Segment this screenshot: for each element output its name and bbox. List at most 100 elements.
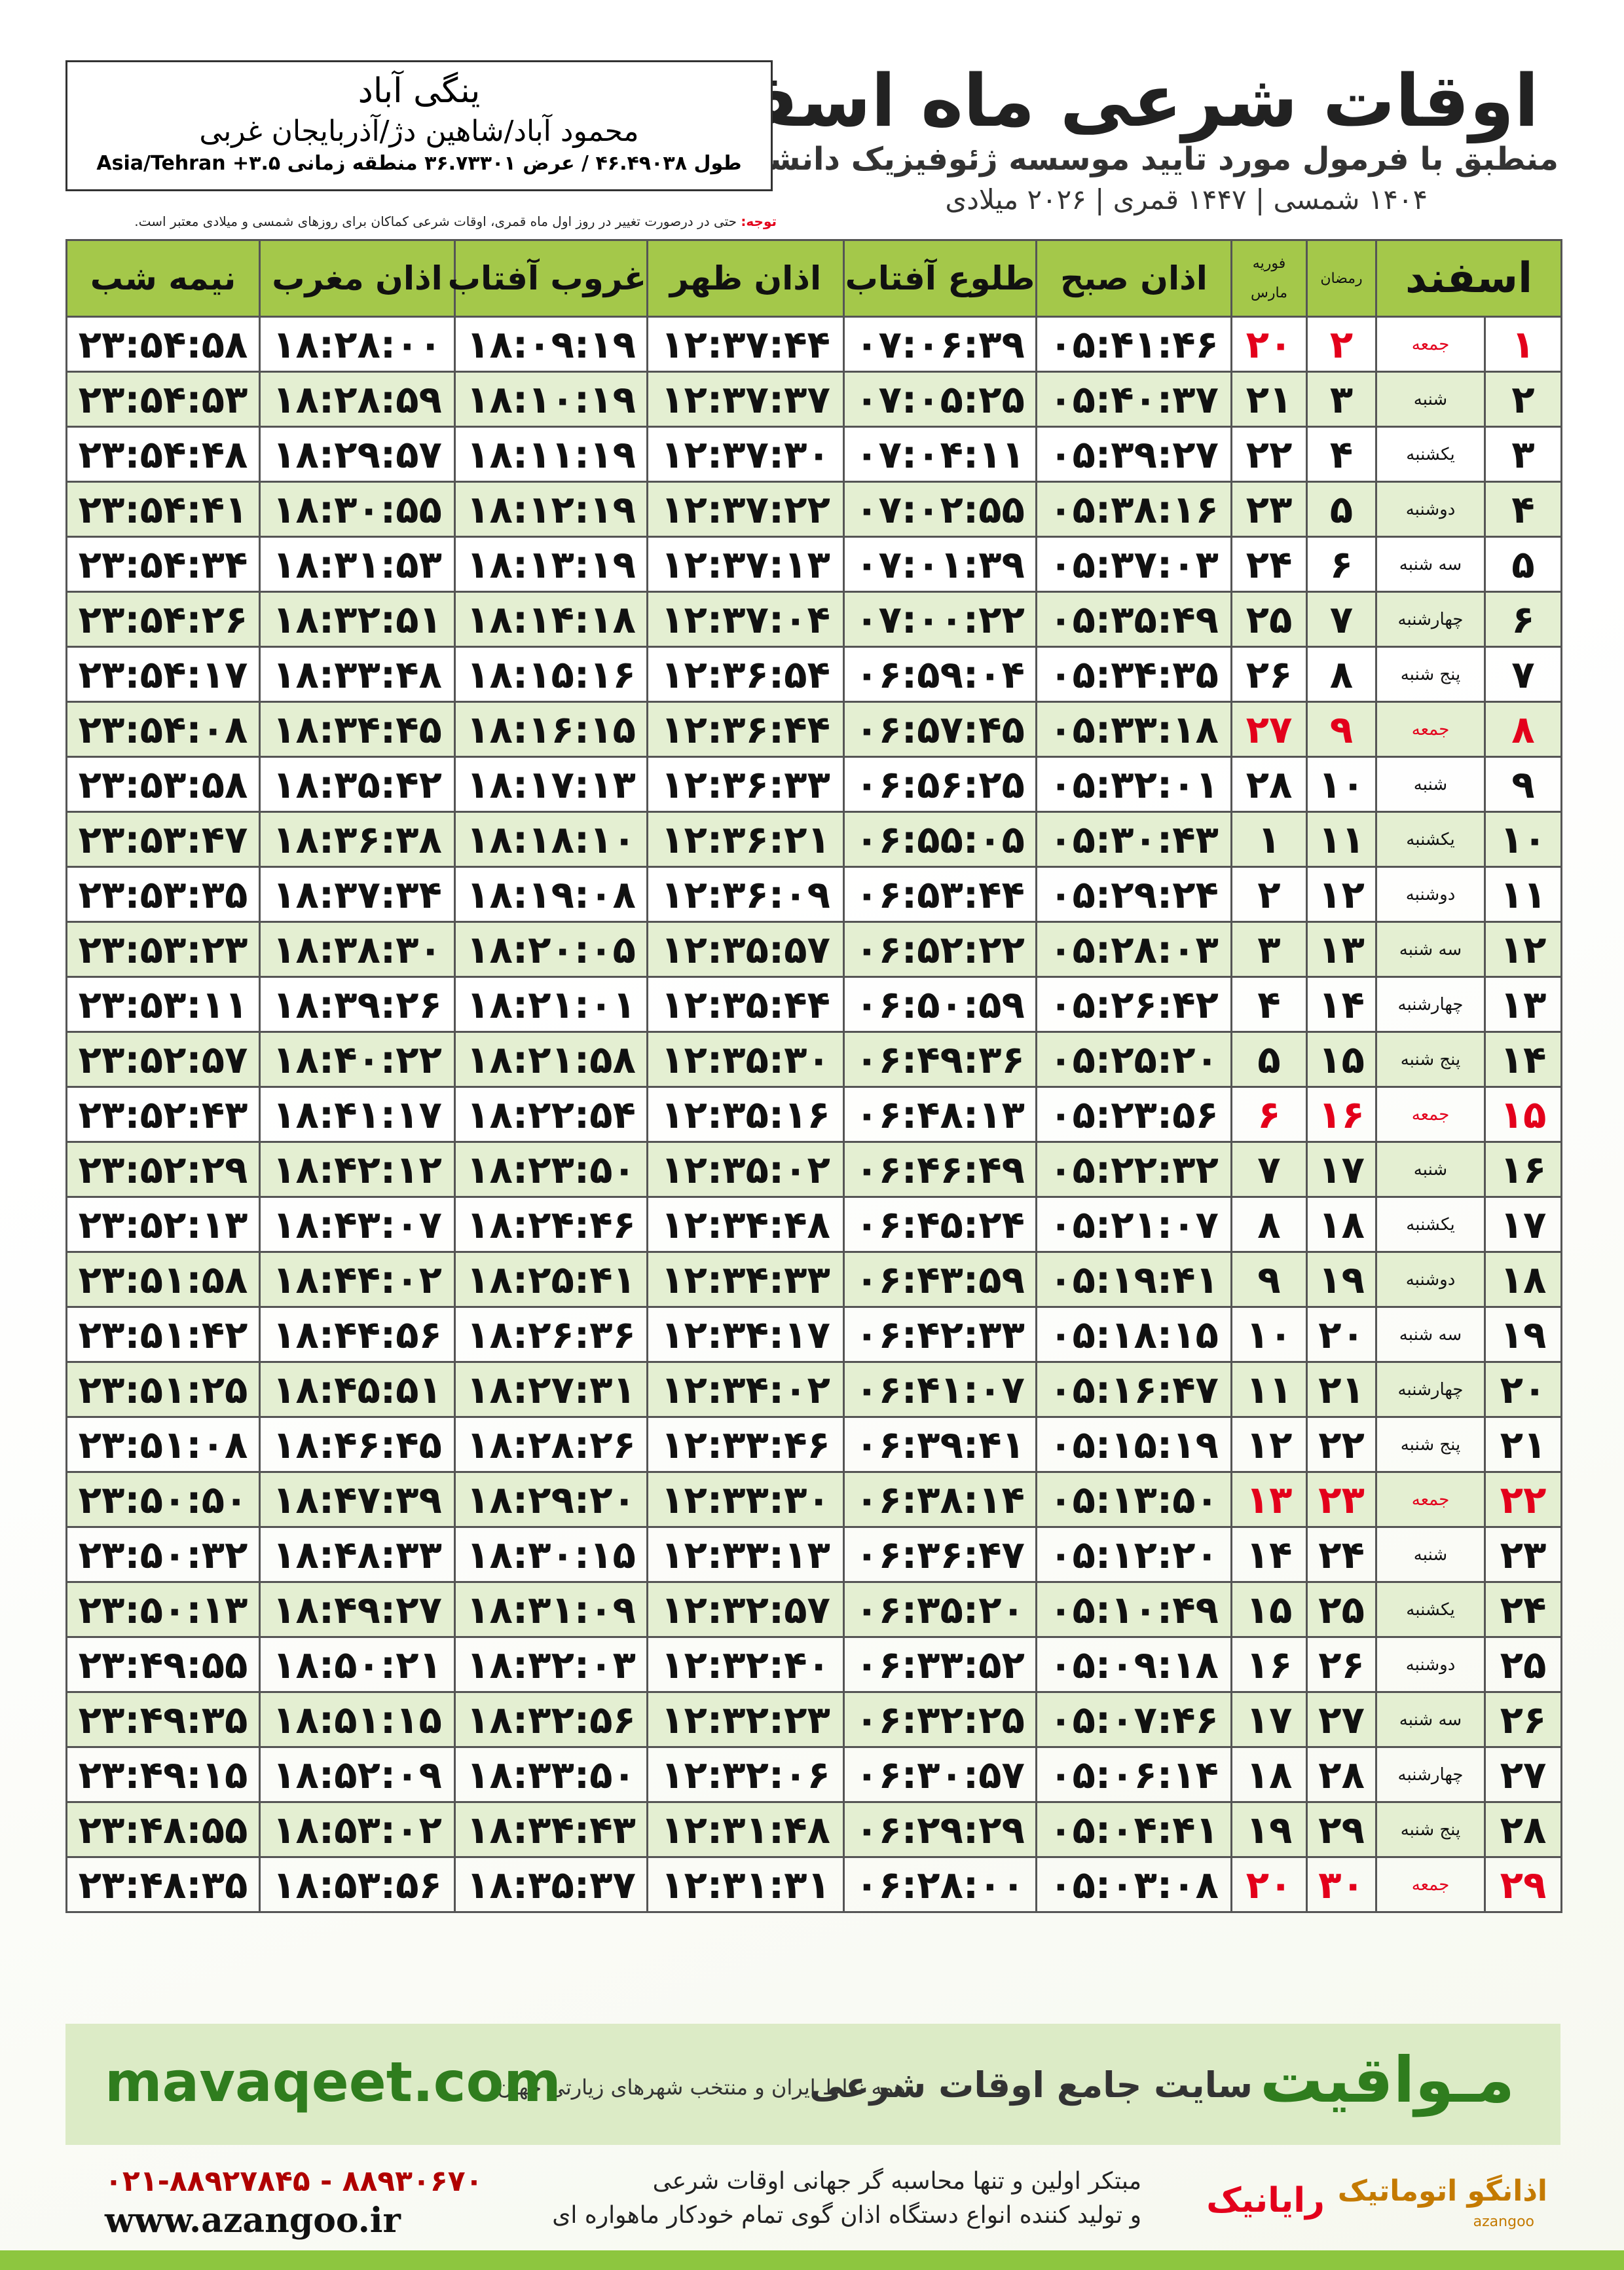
time-cell: ۲۳:۴۹:۱۵: [65, 1746, 261, 1803]
time-cell: ۱۲:۳۲:۰۶: [646, 1746, 845, 1803]
time-cell: ۲۳:۵۴:۴۸: [65, 426, 261, 483]
time-cell: ۲۳:۴۸:۵۵: [65, 1801, 261, 1858]
bottom-bar: [0, 2250, 1624, 2270]
time-cell: ۱۸:۰۹:۱۹: [454, 316, 648, 373]
location-region: محمود آباد/شاهین دژ/آذربایجان غربی: [199, 115, 639, 148]
time-cell: ۰۶:۵۲:۲۲: [843, 921, 1037, 978]
date-cell: ۱۱: [1230, 1361, 1308, 1418]
time-cell: ۰۵:۳۲:۰۱: [1035, 756, 1232, 813]
day-cell: ۱۶: [1484, 1141, 1562, 1198]
time-cell: ۰۵:۱۶:۴۷: [1035, 1361, 1232, 1418]
weekday-cell: جمعه: [1375, 316, 1486, 373]
note: توجه: حتی در درصورت تغییر در روز اول ماه…: [65, 214, 777, 229]
time-cell: ۱۸:۱۸:۱۰: [454, 811, 648, 868]
time-cell: ۲۳:۵۲:۲۹: [65, 1141, 261, 1198]
date-cell: ۶: [1230, 1086, 1308, 1143]
note-text: حتی در درصورت تغییر در روز اول ماه قمری،…: [134, 214, 737, 229]
time-cell: ۱۸:۴۴:۰۲: [259, 1251, 456, 1308]
time-cell: ۰۶:۳۵:۲۰: [843, 1581, 1037, 1638]
time-cell: ۱۸:۴۶:۴۵: [259, 1416, 456, 1473]
date-cell: ۲: [1230, 866, 1308, 923]
day-cell: ۲۹: [1484, 1856, 1562, 1913]
time-cell: ۱۸:۱۱:۱۹: [454, 426, 648, 483]
time-cell: ۰۷:۰۰:۲۲: [843, 591, 1037, 648]
time-cell: ۱۲:۳۷:۰۴: [646, 591, 845, 648]
weekday-cell: چهارشنبه: [1375, 1746, 1486, 1803]
time-cell: ۱۲:۳۵:۱۶: [646, 1086, 845, 1143]
weekday-cell: دوشنبه: [1375, 1636, 1486, 1693]
weekday-cell: جمعه: [1375, 1086, 1486, 1143]
time-cell: ۰۵:۳۰:۴۳: [1035, 811, 1232, 868]
time-cell: ۰۵:۰۴:۴۱: [1035, 1801, 1232, 1858]
date-cell: ۵: [1306, 481, 1377, 538]
date-cell: ۲۷: [1230, 701, 1308, 758]
time-cell: ۱۸:۱۹:۰۸: [454, 866, 648, 923]
date-cell: ۴: [1306, 426, 1377, 483]
table-row: ۲۰ چهارشنبه ۲۱ ۱۱ ۰۵:۱۶:۴۷ ۰۶:۴۱:۰۷ ۱۲:۳۴:۰۲ ۱۸…: [65, 1361, 1562, 1418]
day-cell: ۲: [1484, 371, 1562, 428]
date-cell: ۱۰: [1306, 756, 1377, 813]
day-cell: ۶: [1484, 591, 1562, 648]
logo: azangoo: [1473, 2214, 1534, 2230]
day-cell: ۲۲: [1484, 1471, 1562, 1528]
day-cell: ۴: [1484, 481, 1562, 538]
time-cell: ۲۳:۴۹:۳۵: [65, 1691, 261, 1748]
day-cell: ۲۴: [1484, 1581, 1562, 1638]
date-cell: ۱۲: [1230, 1416, 1308, 1473]
date-cell: ۲۲: [1230, 426, 1308, 483]
time-cell: ۱۸:۲۸:۰۰: [259, 316, 456, 373]
date-cell: ۲۶: [1306, 1636, 1377, 1693]
time-cell: ۱۸:۴۹:۲۷: [259, 1581, 456, 1638]
day-cell: ۲۵: [1484, 1636, 1562, 1693]
day-cell: ۹: [1484, 756, 1562, 813]
table-row: ۱ جمعه ۲ ۲۰ ۰۵:۴۱:۴۶ ۰۷:۰۶:۳۹ ۱۲:۳۷:۴۴ ۱۸:۰۹:۱۹…: [65, 316, 1562, 373]
time-cell: ۱۲:۳۳:۳۰: [646, 1471, 845, 1528]
time-cell: ۰۵:۱۸:۱۵: [1035, 1306, 1232, 1363]
date-cell: ۷: [1306, 591, 1377, 648]
footer-site: www.azangoo.ir: [105, 2201, 401, 2241]
table-row: ۱۸ دوشنبه ۱۹ ۹ ۰۵:۱۹:۴۱ ۰۶:۴۳:۵۹ ۱۲:۳۴:۳۳ ۱۸:۲۵…: [65, 1251, 1562, 1308]
day-cell: ۱۳: [1484, 976, 1562, 1033]
time-cell: ۱۸:۱۷:۱۳: [454, 756, 648, 813]
date-cell: ۱۶: [1230, 1636, 1308, 1693]
weekday-cell: سه شنبه: [1375, 1691, 1486, 1748]
weekday-cell: دوشنبه: [1375, 481, 1486, 538]
time-cell: ۰۶:۴۸:۱۳: [843, 1086, 1037, 1143]
time-cell: ۰۶:۴۳:۵۹: [843, 1251, 1037, 1308]
time-cell: ۱۸:۱۴:۱۸: [454, 591, 648, 648]
table-row: ۱۰ یکشنبه ۱۱ ۱ ۰۵:۳۰:۴۳ ۰۶:۵۵:۰۵ ۱۲:۳۶:۲۱ ۱۸:۱۸…: [65, 811, 1562, 868]
table-row: ۴ دوشنبه ۵ ۲۳ ۰۵:۳۸:۱۶ ۰۷:۰۲:۵۵ ۱۲:۳۷:۲۲ ۱۸:۱۲:…: [65, 481, 1562, 538]
time-cell: ۱۸:۴۱:۱۷: [259, 1086, 456, 1143]
header-cell: طلوع آفتاب: [843, 239, 1037, 318]
time-cell: ۱۸:۳۰:۱۵: [454, 1526, 648, 1583]
day-cell: ۱۱: [1484, 866, 1562, 923]
time-cell: ۱۸:۳۷:۳۴: [259, 866, 456, 923]
day-cell: ۲۶: [1484, 1691, 1562, 1748]
weekday-cell: شنبه: [1375, 1141, 1486, 1198]
time-cell: ۱۸:۱۳:۱۹: [454, 536, 648, 593]
time-cell: ۲۳:۵۳:۲۳: [65, 921, 261, 978]
weekday-cell: سه شنبه: [1375, 921, 1486, 978]
time-cell: ۱۸:۳۱:۰۹: [454, 1581, 648, 1638]
table-row: ۸ جمعه ۹ ۲۷ ۰۵:۳۳:۱۸ ۰۶:۵۷:۴۵ ۱۲:۳۶:۴۴ ۱۸:۱۶:۱۵…: [65, 701, 1562, 758]
time-cell: ۱۸:۴۸:۳۳: [259, 1526, 456, 1583]
time-cell: ۰۶:۴۱:۰۷: [843, 1361, 1037, 1418]
date-cell: ۲۹: [1306, 1801, 1377, 1858]
date-cell: ۳: [1306, 371, 1377, 428]
time-cell: ۱۸:۴۴:۵۶: [259, 1306, 456, 1363]
time-cell: ۱۲:۳۳:۱۳: [646, 1526, 845, 1583]
time-cell: ۰۵:۲۸:۰۳: [1035, 921, 1232, 978]
dates: ۱۴۰۴ شمسی | ۱۴۴۷ قمری | ۲۰۲۶ میلادی: [945, 183, 1428, 215]
time-cell: ۱۲:۳۶:۵۴: [646, 646, 845, 703]
time-cell: ۰۶:۳۹:۴۱: [843, 1416, 1037, 1473]
date-cell: ۲۲: [1306, 1416, 1377, 1473]
time-cell: ۰۶:۳۰:۵۷: [843, 1746, 1037, 1803]
time-cell: ۰۶:۵۵:۰۵: [843, 811, 1037, 868]
time-cell: ۱۲:۳۲:۴۰: [646, 1636, 845, 1693]
time-cell: ۲۳:۵۳:۳۵: [65, 866, 261, 923]
date-cell: ۲۵: [1306, 1581, 1377, 1638]
time-cell: ۱۲:۳۶:۲۱: [646, 811, 845, 868]
weekday-cell: یکشنبه: [1375, 1581, 1486, 1638]
time-cell: ۰۵:۰۳:۰۸: [1035, 1856, 1232, 1913]
time-cell: ۰۶:۳۳:۵۲: [843, 1636, 1037, 1693]
